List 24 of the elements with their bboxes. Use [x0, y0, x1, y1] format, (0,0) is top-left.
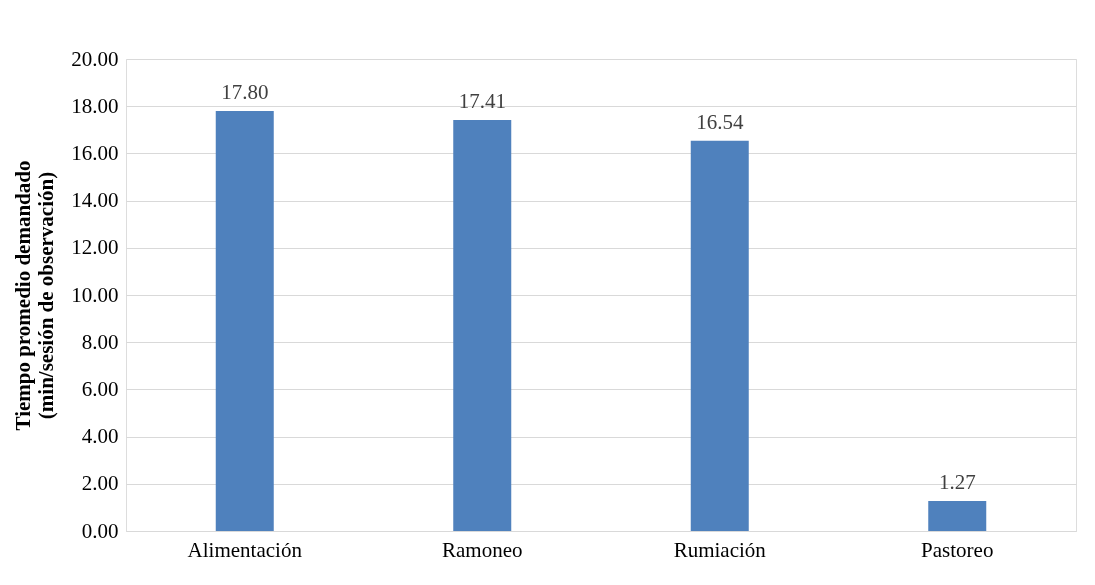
y-tick-label: 6.00	[81, 376, 119, 401]
data-label: 1.27	[938, 470, 976, 495]
data-label: 16.54	[696, 109, 744, 134]
bar	[928, 501, 987, 531]
data-label: 17.41	[458, 89, 506, 114]
y-tick-label: 18.00	[71, 93, 119, 118]
y-tick-label: 2.00	[81, 471, 119, 496]
y-tick-label: 8.00	[81, 329, 119, 354]
x-tick-label: Alimentación	[187, 537, 303, 562]
y-axis-title: Tiempo promedio demandado (min/sesión de observación)	[11, 160, 59, 431]
y-tick-label: 16.00	[71, 140, 119, 165]
y-tick-label: 0.00	[81, 518, 119, 543]
bar	[215, 110, 274, 531]
data-label: 17.80	[221, 79, 269, 104]
y-tick-label: 14.00	[71, 188, 119, 213]
y-tick-label: 10.00	[71, 282, 119, 307]
x-tick-label: Rumiación	[673, 537, 767, 562]
y-tick-label: 12.00	[71, 235, 119, 260]
x-tick-label: Ramoneo	[442, 537, 523, 562]
bar	[453, 120, 512, 531]
bar	[690, 140, 749, 531]
x-tick-label: Pastoreo	[921, 537, 994, 562]
y-tick-label: 20.00	[71, 46, 119, 71]
y-tick-label: 4.00	[81, 424, 119, 449]
